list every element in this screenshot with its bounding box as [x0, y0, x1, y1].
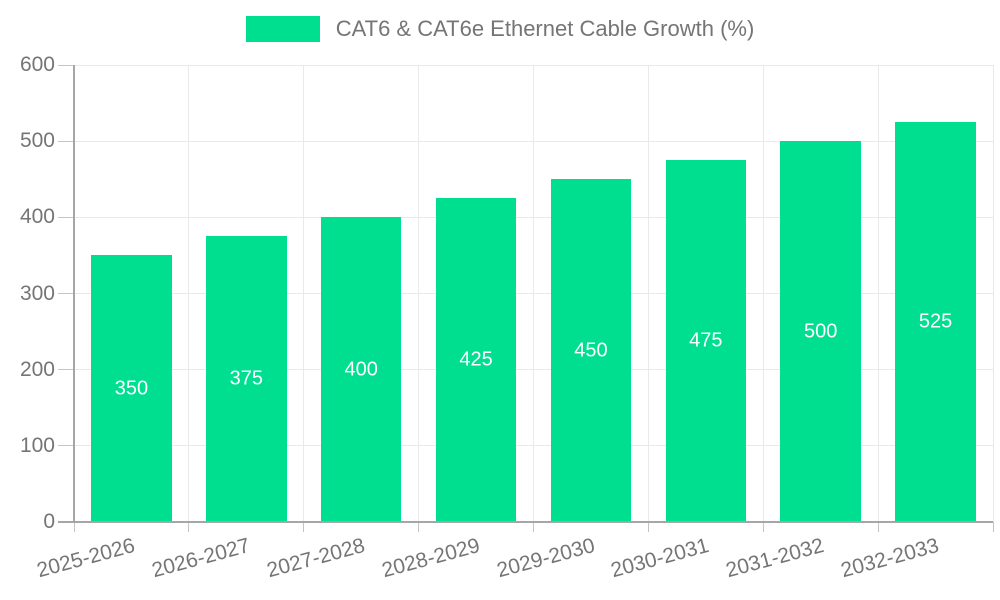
- y-tick: [58, 216, 74, 218]
- bar: [895, 122, 976, 522]
- x-gridline: [533, 65, 534, 522]
- x-tick-label: 2029-2030: [493, 534, 597, 583]
- x-gridline: [303, 65, 305, 522]
- bar-value-label: 375: [229, 367, 263, 390]
- x-tick-label: 2025-2026: [34, 534, 138, 583]
- legend-swatch: [245, 16, 320, 42]
- bar: [91, 255, 172, 522]
- y-tick-label: 100: [19, 433, 55, 457]
- bar-value-label: 525: [918, 310, 953, 333]
- x-tick: [647, 522, 649, 532]
- x-tick: [418, 522, 420, 532]
- y-tick: [58, 369, 74, 371]
- bar-value-label: 500: [803, 320, 838, 343]
- y-tick-label: 300: [19, 281, 55, 305]
- y-axis-line: [73, 65, 75, 522]
- y-tick: [58, 293, 74, 294]
- x-gridline: [418, 65, 420, 522]
- y-tick: [58, 64, 74, 66]
- y-tick-label: 500: [19, 129, 55, 153]
- x-tick: [877, 522, 879, 532]
- x-tick-label: 2027-2028: [264, 534, 368, 583]
- x-tick: [762, 522, 764, 532]
- x-tick: [533, 522, 534, 532]
- bar-value-label: 475: [689, 329, 723, 352]
- y-tick-label: 0: [43, 510, 55, 533]
- x-tick: [303, 522, 305, 532]
- x-gridline: [877, 65, 879, 522]
- bar-value-label: 425: [459, 348, 493, 371]
- x-tick: [73, 522, 75, 532]
- chart-title: CAT6 & CAT6e Ethernet Cable Growth (%): [335, 16, 755, 41]
- bar: [320, 217, 402, 522]
- x-tick-label: 2028-2029: [379, 534, 483, 583]
- x-tick: [992, 522, 994, 532]
- bar-value-label: 450: [574, 339, 608, 362]
- x-tick-label: 2026-2027: [149, 534, 253, 583]
- y-tick-label: 600: [19, 53, 55, 76]
- bar: [780, 141, 861, 522]
- y-tick: [58, 140, 74, 142]
- x-tick-label: 2030-2031: [608, 534, 712, 583]
- y-tick: [58, 445, 74, 447]
- bar-value-label: 350: [114, 377, 149, 400]
- bar: [665, 160, 746, 522]
- bar: [550, 179, 632, 522]
- x-axis-line: [58, 521, 993, 523]
- x-gridline: [762, 65, 764, 522]
- x-gridline: [992, 65, 994, 522]
- chart-legend: CAT6 & CAT6e Ethernet Cable Growth (%): [0, 16, 1000, 42]
- bar: [435, 198, 517, 522]
- x-gridline: [647, 65, 649, 522]
- x-tick: [188, 522, 190, 532]
- y-tick-label: 400: [19, 205, 55, 229]
- bar-value-label: 400: [344, 358, 378, 381]
- y-tick-label: 200: [19, 357, 55, 381]
- bar: [206, 236, 287, 522]
- x-gridline: [188, 65, 190, 522]
- x-tick-label: 2032-2033: [838, 534, 942, 583]
- x-tick-label: 2031-2032: [723, 534, 827, 583]
